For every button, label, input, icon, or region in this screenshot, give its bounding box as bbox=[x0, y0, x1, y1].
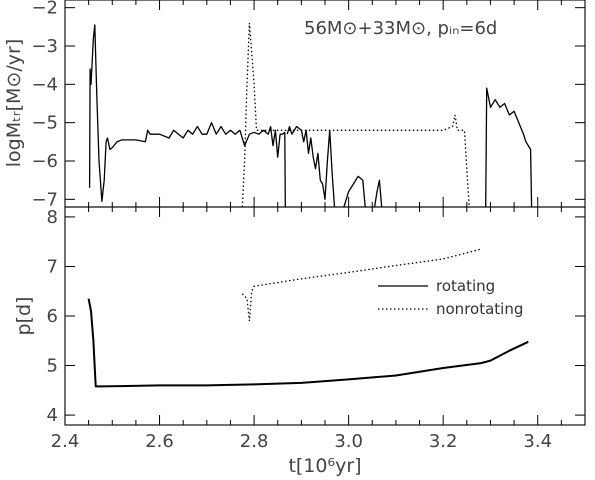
xtick-label: 3.2 bbox=[429, 431, 458, 452]
legend-label-rotating: rotating bbox=[436, 277, 495, 295]
top-series-rotating-segment-1 bbox=[286, 125, 336, 208]
x-axis-label: t[10⁶yr] bbox=[288, 455, 361, 477]
xtick-label: 2.8 bbox=[240, 431, 269, 452]
legend: rotating nonrotating bbox=[378, 277, 523, 318]
top-ytick-label: −4 bbox=[31, 74, 58, 95]
xtick-label: 2.6 bbox=[145, 431, 174, 452]
bottom-ytick-label: 8 bbox=[47, 207, 58, 228]
top-y-ticks: −7 −6 −5 −4 −3 −2 bbox=[31, 0, 585, 210]
bottom-series-group bbox=[87, 248, 529, 388]
xtick-label: 3.0 bbox=[334, 431, 363, 452]
top-series-rotating-segment-4 bbox=[485, 87, 533, 208]
bottom-ytick-label: 7 bbox=[47, 256, 58, 277]
bottom-ytick-label: 5 bbox=[47, 356, 58, 377]
bottom-ticks: 4 5 6 7 8 2.4 2.6 2.8 3.0 3.2 3.4 bbox=[47, 0, 585, 452]
top-panel: −7 −6 −5 −4 −3 −2 56M⊙+33M⊙, pᵢₙ=6d logMₜᵣ[M⊙… bbox=[3, 0, 586, 210]
xtick-label: 3.4 bbox=[523, 431, 552, 452]
bottom-ytick-label: 4 bbox=[47, 405, 58, 426]
top-annotation: 56M⊙+33M⊙, pᵢₙ=6d bbox=[304, 18, 497, 39]
top-series-rotating-segment-3 bbox=[373, 179, 383, 208]
bottom-series-nonrotating-segment-0 bbox=[241, 248, 482, 322]
bottom-panel: 4 5 6 7 8 2.4 2.6 2.8 3.0 3.2 3.4 rotating nonrota… bbox=[13, 0, 586, 477]
bottom-series-rotating-segment-0 bbox=[87, 298, 529, 388]
top-y-axis-label: logMₜᵣ[M⊙/yr] bbox=[3, 39, 25, 167]
xtick-label: 2.4 bbox=[51, 431, 80, 452]
top-ytick-label: −7 bbox=[31, 189, 58, 210]
top-ytick-label: −2 bbox=[31, 0, 58, 19]
bottom-ytick-label: 6 bbox=[47, 306, 58, 327]
top-ytick-label: −6 bbox=[31, 151, 58, 172]
top-series-rotating-segment-0 bbox=[88, 24, 286, 208]
bottom-y-axis-label: p[d] bbox=[13, 297, 35, 336]
top-series-group bbox=[88, 22, 533, 208]
legend-label-nonrotating: nonrotating bbox=[436, 300, 523, 318]
top-ytick-label: −5 bbox=[31, 113, 58, 134]
top-series-rotating-segment-2 bbox=[343, 175, 366, 208]
top-ytick-label: −3 bbox=[31, 36, 58, 57]
